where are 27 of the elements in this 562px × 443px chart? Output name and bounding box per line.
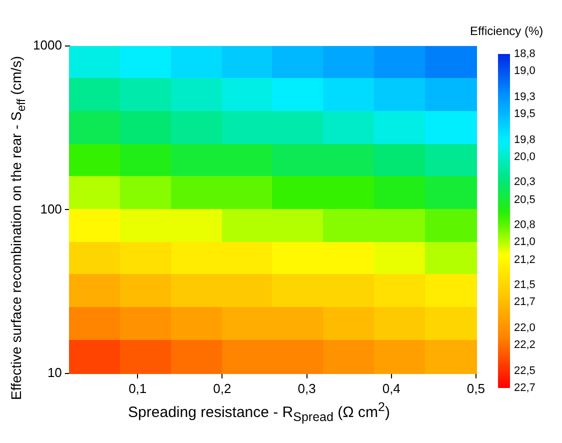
x-tick-label: 0,2 [213, 380, 232, 396]
color-bar-label: 21,5 [514, 278, 536, 292]
y-tick-label: 100 [40, 201, 62, 216]
color-bar-label: 20,5 [514, 192, 536, 207]
x-tick-label: 0,5 [466, 380, 486, 396]
color-bar-label: 20,3 [514, 175, 536, 190]
color-bar-label: 19,5 [514, 106, 536, 121]
color-bar-label: 22,7 [514, 381, 536, 395]
color-bar-label: 22,0 [514, 321, 536, 336]
x-axis-title: Spreading resistance - R$_{Spread}$ (Ω cm$^{2}$) [127, 400, 391, 424]
color-bar-label: 21,2 [514, 252, 536, 267]
x-tick-label: 0,1 [128, 380, 147, 396]
color-bar-label: 21,7 [514, 295, 536, 310]
color-bar-label: 18,8 [514, 47, 536, 61]
color-bar-label: 20,8 [514, 218, 536, 232]
y-tick-label: 1000 [33, 38, 62, 53]
color-bar-label: 19,0 [514, 64, 536, 78]
color-bar-label: 19,8 [514, 132, 536, 147]
x-tick-label: 0,4 [382, 380, 400, 396]
color-bar-label: 22,2 [514, 338, 536, 352]
color-bar-title: Efficiency (%) [470, 24, 544, 38]
color-bar-label: 21,0 [514, 235, 536, 250]
color-bar-label: 22,5 [514, 364, 536, 378]
x-tick-label: 0,3 [298, 380, 316, 396]
color-bar-label: 20,0 [514, 150, 536, 164]
y-tick-label: 10 [47, 364, 62, 380]
color-bar-label: 19,3 [514, 90, 536, 104]
